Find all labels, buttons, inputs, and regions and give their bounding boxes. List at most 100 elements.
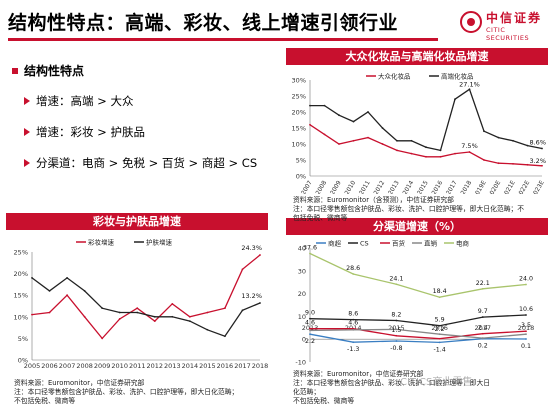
data-point-商超 — [438, 341, 441, 344]
data-label: -1.4 — [433, 346, 445, 353]
data-label: -1.3 — [347, 346, 359, 353]
panel-title-channel-growth: 分渠道增速（%） — [286, 218, 548, 235]
data-point-大众化妆品 — [352, 139, 355, 142]
data-label: 3.5 — [521, 322, 531, 329]
data-point-彩妆增速 — [118, 318, 121, 320]
bullet-list: 结构性特点 增速：高端 > 大众 增速：彩妆 > 护肤品 分渠道：电商 > 免税… — [12, 62, 282, 186]
data-point-护肤增速 — [224, 335, 226, 338]
data-point-百货 — [438, 337, 441, 340]
x-tick-label: 2012 — [146, 362, 163, 370]
data-label: 9.7 — [478, 308, 488, 315]
data-point-高端化妆品 — [309, 104, 311, 107]
x-tick-label: 2015 — [199, 362, 216, 370]
data-label: 10.6 — [519, 306, 533, 313]
x-tick-label: 2010 — [111, 362, 128, 370]
data-label: 8.6% — [529, 138, 546, 146]
x-tick-label: 2012 — [373, 179, 387, 194]
x-tick-label: 2013 — [387, 179, 401, 194]
data-point-彩妆增速 — [259, 254, 261, 256]
y-tick-label: 25% — [292, 93, 306, 101]
data-point-直销 — [309, 329, 311, 332]
x-tick-label: 2017 — [234, 362, 251, 370]
data-point-高端化妆品 — [367, 111, 369, 113]
data-label: 5.9 — [435, 317, 445, 324]
data-label: -0.8 — [390, 345, 402, 352]
data-point-大众化妆品 — [338, 143, 340, 145]
x-tick-label: 2008 — [315, 179, 329, 194]
data-point-高端化妆品 — [512, 139, 514, 142]
y-tick-label: 20% — [14, 270, 28, 278]
data-point-电商 — [438, 296, 441, 299]
data-point-护肤增速 — [206, 328, 209, 331]
x-tick-label: 2007 — [59, 362, 76, 370]
data-point-CS — [352, 318, 355, 321]
data-point-大众化妆品 — [309, 123, 311, 126]
bullet-item: 增速：彩妆 > 护肤品 — [24, 124, 282, 140]
y-tick-label: 30% — [292, 77, 306, 85]
data-label: 7.5% — [461, 142, 478, 150]
data-label: 0.1 — [521, 343, 531, 350]
data-point-护肤增速 — [48, 289, 51, 292]
data-point-高端化妆品 — [338, 114, 340, 117]
data-point-大众化妆品 — [483, 159, 485, 161]
data-point-高端化妆品 — [396, 139, 398, 142]
data-point-大众化妆品 — [541, 164, 543, 167]
y-tick-label: 40 — [298, 245, 306, 253]
page-title: 结构性特点：高端、彩妆、线上增速引领行业 — [8, 12, 399, 34]
data-label: 24.3% — [241, 244, 262, 252]
x-tick-label: 2018 — [252, 362, 268, 370]
data-point-高端化妆品 — [410, 139, 413, 142]
data-point-百货 — [481, 332, 484, 335]
data-point-CS — [395, 319, 398, 322]
x-tick-label: 2006 — [41, 362, 58, 370]
arrow-bullet-icon — [24, 128, 30, 136]
y-tick-label: 30 — [298, 267, 306, 275]
legend-label: 大众化妆品 — [378, 72, 411, 81]
x-tick-label: 2014 — [402, 179, 416, 194]
data-point-护肤增速 — [171, 315, 174, 318]
x-tick-label: 2015 — [388, 324, 405, 332]
y-tick-label: 20% — [292, 109, 306, 117]
y-tick-label: 5% — [18, 335, 28, 343]
citic-logo-icon — [460, 11, 482, 33]
data-point-大众化妆品 — [410, 152, 413, 155]
data-point-高端化妆品 — [526, 144, 529, 147]
x-tick-label: 2021E — [501, 179, 517, 194]
data-point-电商 — [352, 273, 355, 275]
data-point-百货 — [395, 334, 398, 337]
x-tick-label: 2010 — [344, 179, 358, 194]
data-label: 4.6 — [305, 320, 315, 327]
x-tick-label: 2016 — [431, 324, 448, 332]
series-line-电商 — [309, 252, 527, 298]
data-point-直销 — [481, 337, 484, 339]
y-tick-label: -10 — [295, 359, 306, 367]
data-point-护肤增速 — [188, 320, 191, 323]
data-point-护肤增速 — [241, 309, 244, 312]
data-point-彩妆增速 — [48, 311, 51, 314]
data-label: 1.5 — [391, 327, 401, 334]
data-point-大众化妆品 — [323, 133, 326, 136]
data-point-CS — [525, 314, 527, 316]
legend-label: 百货 — [392, 239, 406, 248]
data-point-高端化妆品 — [454, 98, 456, 101]
watermark: CITICS商业零售 — [400, 377, 473, 388]
legend-label: 商超 — [328, 239, 342, 248]
data-point-大众化妆品 — [396, 149, 398, 152]
data-point-高端化妆品 — [323, 104, 326, 107]
data-point-大众化妆品 — [367, 136, 369, 139]
premium-vs-mass-chart: 0%5%10%15%20%25%30%2007 2008 2009 2010 2011 2… — [292, 72, 546, 195]
data-point-护肤增速 — [136, 311, 139, 314]
x-tick-label: 2023E — [530, 179, 546, 194]
data-label: 37.6 — [303, 244, 317, 251]
data-point-电商 — [525, 283, 527, 286]
x-tick-label: 2015 — [416, 179, 430, 194]
data-point-大众化妆品 — [425, 155, 427, 158]
data-point-高端化妆品 — [439, 149, 442, 152]
x-tick-label: 2022E — [516, 179, 532, 194]
data-point-高端化妆品 — [425, 146, 427, 149]
data-point-大众化妆品 — [454, 152, 456, 155]
data-label: 2.2 — [435, 326, 445, 333]
data-point-彩妆增速 — [136, 307, 139, 310]
data-point-电商 — [309, 252, 311, 255]
data-point-大众化妆品 — [497, 162, 500, 165]
